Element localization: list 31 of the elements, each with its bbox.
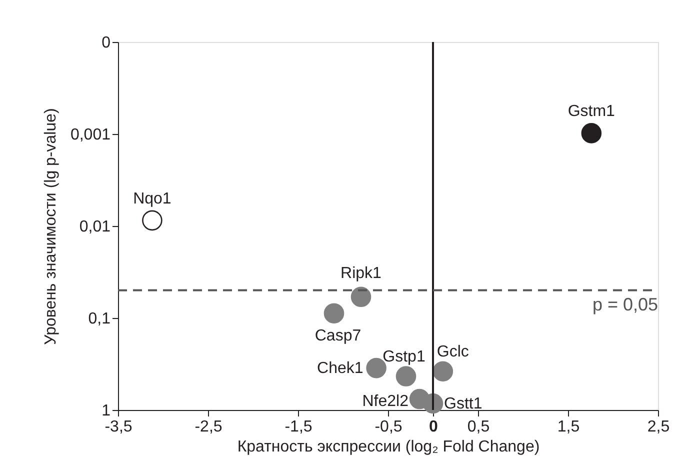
x-tick-label: -1,5: [284, 418, 312, 436]
x-tick-label: 1,5: [557, 418, 580, 436]
y-axis-title: Уровень значимости (lg p-value): [42, 108, 60, 345]
annotation: Gclc: [436, 343, 469, 360]
x-tick-label: 0: [429, 418, 438, 436]
point: [432, 361, 454, 382]
ref-line-label: p = 0,05: [592, 294, 658, 314]
x-tick-label: 2,5: [647, 418, 670, 436]
y-tick-label: 0,01: [79, 218, 111, 236]
annotation: Ripk1: [340, 264, 382, 282]
annotation: Chek1: [317, 360, 364, 378]
x-tick-label: -0,5: [374, 418, 402, 436]
annotation: Gstm1: [568, 103, 616, 120]
annotation: Nfe2l2: [362, 393, 409, 410]
point: [396, 366, 416, 386]
x-tick-label: 0,5: [467, 418, 490, 436]
point: [581, 123, 602, 144]
x-tick-label: -3,5: [104, 418, 132, 436]
annotation: Casp7: [314, 327, 362, 344]
x-axis-title: Кратность экспрессии (log₂ Fold Change): [237, 438, 540, 456]
x-tick-label: -2,5: [194, 418, 222, 436]
annotation: Gstt1: [444, 396, 482, 413]
y-tick-label: 0: [102, 34, 111, 52]
point: [324, 303, 344, 324]
point: [142, 210, 162, 231]
point: [350, 286, 372, 308]
y-tick-label: 1: [102, 402, 111, 420]
y-tick-label: 0,1: [88, 310, 111, 328]
y-tick-label: 0,001: [70, 126, 111, 144]
annotation: Nqo1: [133, 190, 172, 208]
annotation: Gstp1: [382, 348, 426, 366]
